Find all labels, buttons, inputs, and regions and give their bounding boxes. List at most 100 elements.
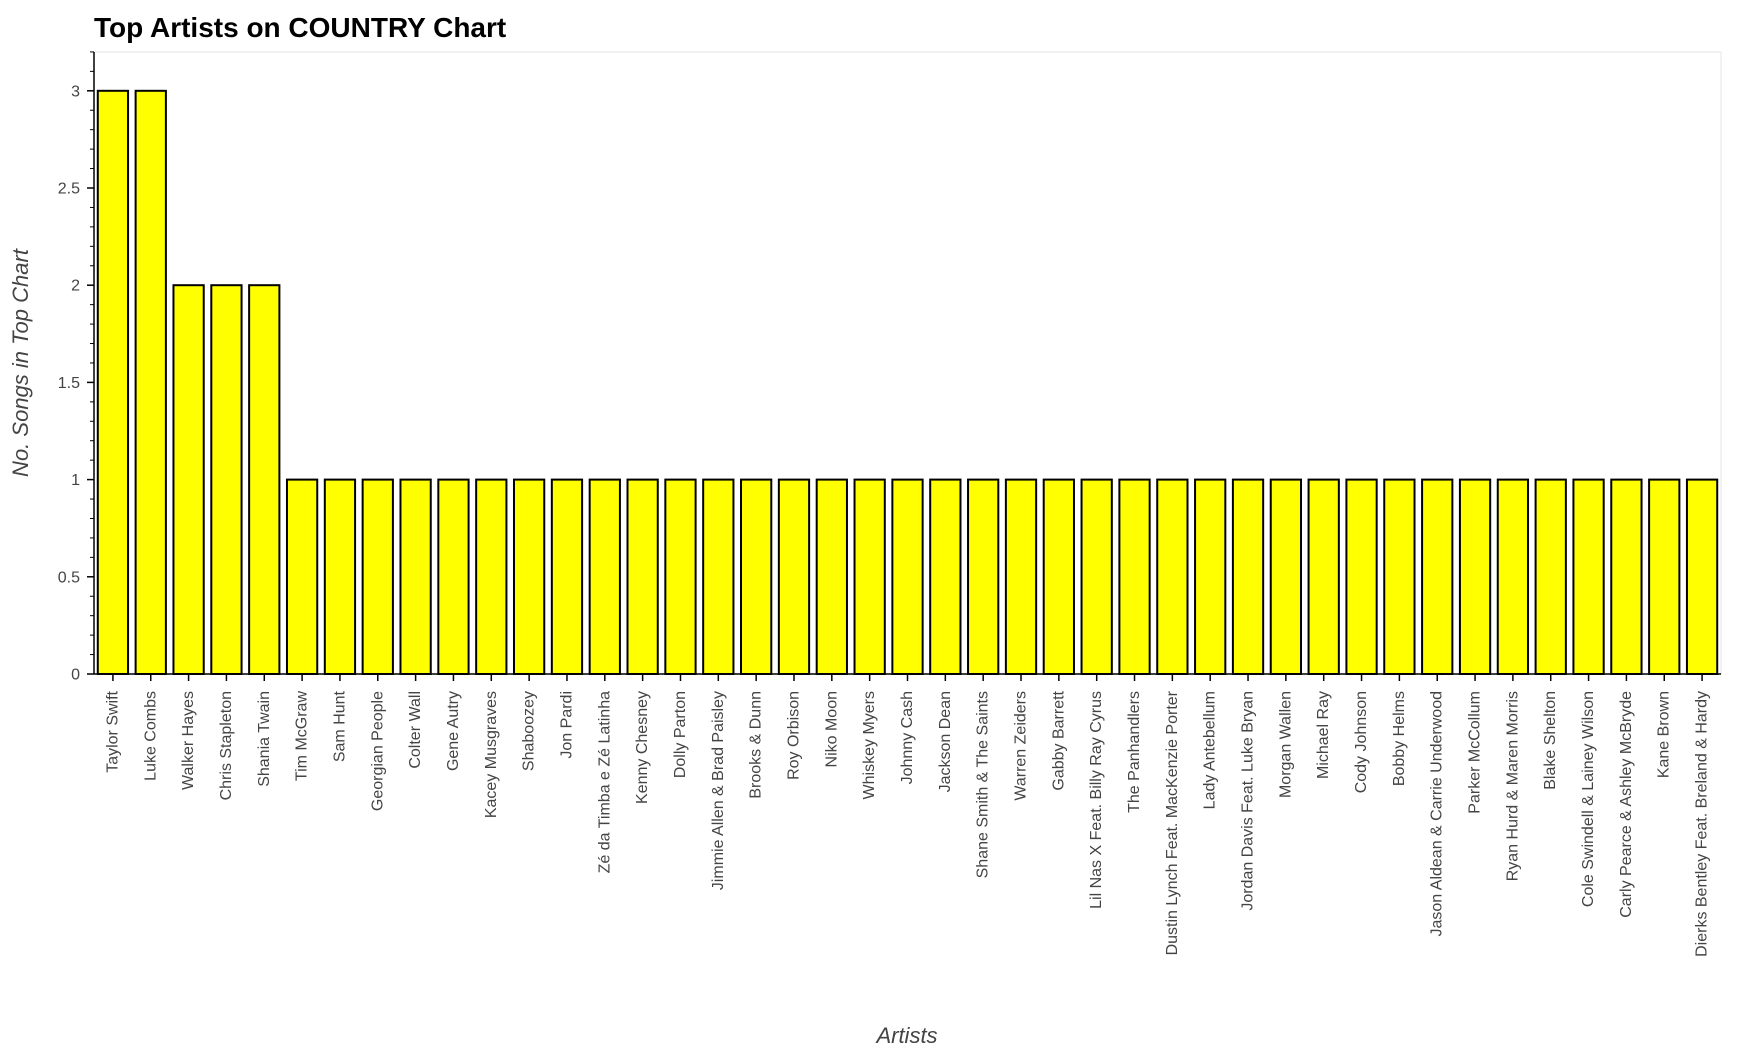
x-tick-label: Warren Zeiders xyxy=(1013,691,1030,801)
x-tick-label: Gabby Barrett xyxy=(1050,690,1067,790)
y-tick-label: 2 xyxy=(71,278,80,295)
bar xyxy=(1610,478,1643,675)
x-tick-label: Niko Moon xyxy=(823,691,840,767)
x-tick-label: Michael Ray xyxy=(1315,691,1332,779)
x-tick-label: Jackson Dean xyxy=(937,691,954,792)
bar xyxy=(1194,478,1227,675)
y-axis-label: No. Songs in Top Chart xyxy=(8,248,33,477)
x-tick-label: Colter Wall xyxy=(407,691,424,769)
x-tick-label: Jason Aldean & Carrie Underwood xyxy=(1429,691,1446,936)
x-tick-label: Brooks & Dunn xyxy=(748,691,765,799)
bar xyxy=(96,89,130,676)
bar xyxy=(815,478,848,675)
x-tick-label: Walker Hayes xyxy=(180,691,197,790)
bar xyxy=(929,478,962,675)
bar xyxy=(475,478,508,675)
x-tick-label: Lady Antebellum xyxy=(1202,691,1219,809)
bar xyxy=(437,478,470,675)
chart-title: Top Artists on COUNTRY Chart xyxy=(94,12,506,43)
x-tick-label: Carly Pearce & Ashley McBryde xyxy=(1618,691,1635,918)
bar xyxy=(512,478,546,675)
bar xyxy=(1269,478,1303,675)
x-tick-label: Kenny Chesney xyxy=(634,691,651,804)
bar xyxy=(1421,478,1454,675)
bars-layer xyxy=(96,89,1719,676)
x-tick-label: Roy Orbison xyxy=(785,691,802,780)
x-tick-label: Ryan Hurd & Maren Morris xyxy=(1504,691,1521,881)
bar xyxy=(853,478,886,675)
x-tick-label: Taylor Swift xyxy=(104,690,121,772)
bar xyxy=(1307,478,1340,675)
bar xyxy=(1118,478,1151,675)
y-tick-label: 1 xyxy=(71,472,80,489)
bar xyxy=(740,478,773,675)
y-tick-label: 0 xyxy=(71,667,80,684)
bar xyxy=(1572,478,1605,675)
x-tick-label: Dierks Bentley Feat. Breland & Hardy xyxy=(1694,691,1711,957)
bar xyxy=(702,478,735,675)
x-tick-label: Kacey Musgraves xyxy=(483,691,500,818)
y-tick-label: 3 xyxy=(71,83,80,100)
x-tick-label: Kane Brown xyxy=(1656,691,1673,778)
bar xyxy=(1345,478,1378,675)
bar xyxy=(1004,478,1038,675)
bar xyxy=(1231,478,1265,675)
bar xyxy=(399,478,432,675)
bar xyxy=(323,478,357,675)
x-tick-label: The Panhandlers xyxy=(1126,691,1143,813)
x-tick-label: Jordan Davis Feat. Luke Bryan xyxy=(1240,691,1257,911)
x-tick-label: Whiskey Myers xyxy=(861,691,878,799)
x-tick-label: Zé da Timba e Zé Latinha xyxy=(596,691,613,873)
x-tick-label: Shania Twain xyxy=(256,691,273,787)
x-tick-label: Jimmie Allen & Brad Paisley xyxy=(710,691,727,890)
bar xyxy=(1534,478,1567,675)
x-tick-label: Georgian People xyxy=(369,691,386,811)
y-tick-label: 1.5 xyxy=(58,375,80,392)
bar xyxy=(1685,478,1719,675)
bar xyxy=(172,284,205,675)
x-tick-label: Dolly Parton xyxy=(672,691,689,778)
bar xyxy=(248,284,281,675)
bar xyxy=(1648,478,1681,675)
bar xyxy=(588,478,621,675)
bar xyxy=(134,89,167,676)
x-tick-label: Morgan Wallen xyxy=(1277,691,1294,798)
bar xyxy=(967,478,1000,675)
x-tick-label: Luke Combs xyxy=(142,691,159,781)
bar xyxy=(285,478,319,675)
x-tick-label: Blake Shelton xyxy=(1542,691,1559,790)
x-tick-label: Cody Johnson xyxy=(1353,691,1370,793)
x-tick-label: Shane Smith & The Saints xyxy=(975,691,992,878)
x-tick-label: Shaboozey xyxy=(521,691,538,771)
bar xyxy=(550,478,584,675)
x-tick-label: Lil Nas X Feat. Billy Ray Cyrus xyxy=(1088,691,1105,909)
bar xyxy=(1383,478,1416,675)
x-tick-label: Gene Autry xyxy=(445,691,462,771)
x-tick-label: Dustin Lynch Feat. MacKenzie Porter xyxy=(1164,690,1181,955)
y-tick-label: 0.5 xyxy=(58,569,80,586)
x-tick-label: Parker McCollum xyxy=(1467,691,1484,814)
y-axis: 0 0.5 1 1.5 2 2.5 3 xyxy=(58,51,95,684)
bar xyxy=(777,478,811,675)
bar xyxy=(1458,478,1492,675)
bar xyxy=(1496,478,1530,675)
x-axis-label: Artists xyxy=(874,1023,937,1048)
bar xyxy=(1156,478,1189,675)
bar xyxy=(664,478,697,675)
x-tick-label: Cole Swindell & Lainey Wilson xyxy=(1580,691,1597,907)
x-tick-label: Jon Pardi xyxy=(558,691,575,759)
x-tick-label: Sam Hunt xyxy=(331,690,348,762)
bar xyxy=(210,284,243,675)
bar xyxy=(626,478,659,675)
bar xyxy=(1042,478,1075,675)
bar xyxy=(361,478,394,675)
x-tick-label: Chris Stapleton xyxy=(218,691,235,800)
y-tick-label: 2.5 xyxy=(58,181,80,198)
bar xyxy=(891,478,924,675)
x-tick-label: Johnny Cash xyxy=(899,691,916,784)
x-tick-label: Bobby Helms xyxy=(1391,691,1408,786)
x-axis: Taylor Swift Luke Combs Walker Hayes Chris … xyxy=(94,673,1721,957)
x-tick-label: Tim McGraw xyxy=(294,691,311,782)
